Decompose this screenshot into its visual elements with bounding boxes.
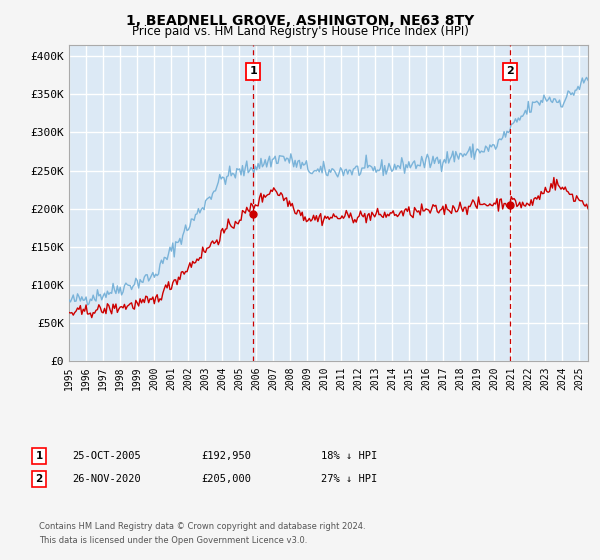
Text: 2: 2	[506, 67, 514, 77]
Text: 25-OCT-2005: 25-OCT-2005	[72, 451, 141, 461]
Legend: 1, BEADNELL GROVE, ASHINGTON, NE63 8TY (detached house), HPI: Average price, det: 1, BEADNELL GROVE, ASHINGTON, NE63 8TY (…	[112, 260, 488, 300]
Text: 1: 1	[35, 451, 43, 461]
Text: 1: 1	[249, 67, 257, 77]
Text: Contains HM Land Registry data © Crown copyright and database right 2024.: Contains HM Land Registry data © Crown c…	[39, 522, 365, 531]
Text: This data is licensed under the Open Government Licence v3.0.: This data is licensed under the Open Gov…	[39, 536, 307, 545]
Text: 2: 2	[35, 474, 43, 484]
Text: 18% ↓ HPI: 18% ↓ HPI	[321, 451, 377, 461]
Text: £192,950: £192,950	[201, 451, 251, 461]
Text: £205,000: £205,000	[201, 474, 251, 484]
Text: 1, BEADNELL GROVE, ASHINGTON, NE63 8TY: 1, BEADNELL GROVE, ASHINGTON, NE63 8TY	[126, 14, 474, 28]
Text: 26-NOV-2020: 26-NOV-2020	[72, 474, 141, 484]
Text: 27% ↓ HPI: 27% ↓ HPI	[321, 474, 377, 484]
Text: Price paid vs. HM Land Registry's House Price Index (HPI): Price paid vs. HM Land Registry's House …	[131, 25, 469, 38]
